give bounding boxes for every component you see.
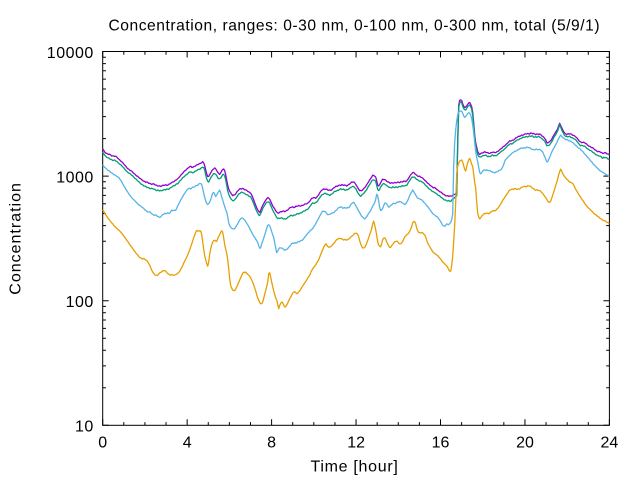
svg-text:Concentration: Concentration xyxy=(8,182,25,295)
svg-text:10000: 10000 xyxy=(47,45,94,62)
svg-text:24: 24 xyxy=(601,434,619,451)
svg-text:10: 10 xyxy=(75,418,94,435)
svg-text:Time [hour]: Time [hour] xyxy=(310,458,398,475)
svg-text:0: 0 xyxy=(98,434,107,451)
svg-text:4: 4 xyxy=(183,434,192,451)
svg-text:1000: 1000 xyxy=(56,169,94,186)
svg-text:20: 20 xyxy=(516,434,534,451)
svg-text:12: 12 xyxy=(347,434,365,451)
svg-text:100: 100 xyxy=(66,294,94,311)
svg-text:8: 8 xyxy=(267,434,276,451)
svg-text:16: 16 xyxy=(432,434,450,451)
svg-text:Concentration, ranges: 0-30 nm: Concentration, ranges: 0-30 nm, 0-100 nm… xyxy=(108,17,600,34)
